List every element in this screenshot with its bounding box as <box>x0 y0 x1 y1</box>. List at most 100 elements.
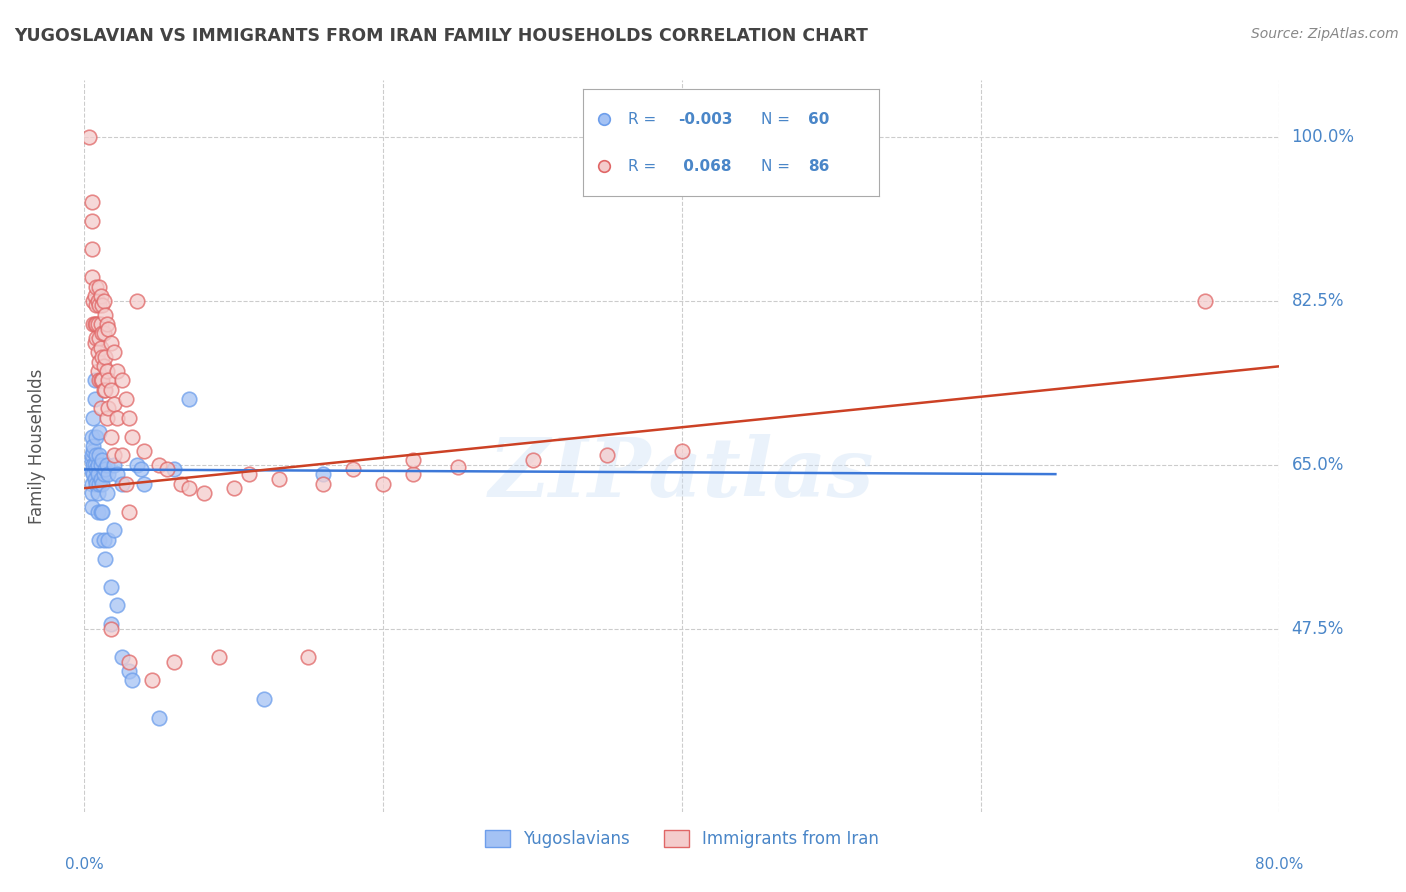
Point <box>90 289 112 303</box>
Point <box>671 443 693 458</box>
Point <box>94 551 117 566</box>
Point <box>193 486 215 500</box>
Point <box>86 462 108 476</box>
Point <box>91 505 114 519</box>
Text: YUGOSLAVIAN VS IMMIGRANTS FROM IRAN FAMILY HOUSEHOLDS CORRELATION CHART: YUGOSLAVIAN VS IMMIGRANTS FROM IRAN FAMI… <box>14 27 868 45</box>
Point <box>100 383 122 397</box>
Point <box>141 673 163 688</box>
Point <box>97 467 120 482</box>
Text: 60: 60 <box>808 112 830 127</box>
Point <box>86 298 108 312</box>
Point <box>87 467 110 482</box>
Point <box>238 467 260 482</box>
Point <box>93 533 115 547</box>
Point <box>93 383 115 397</box>
Text: Source: ZipAtlas.com: Source: ZipAtlas.com <box>1251 27 1399 41</box>
Point <box>129 462 152 476</box>
Point <box>103 524 125 538</box>
Point <box>91 453 114 467</box>
Point <box>253 692 276 706</box>
Point <box>80 449 103 463</box>
Point <box>342 462 364 476</box>
Point <box>312 476 335 491</box>
Point <box>80 242 103 256</box>
Legend: Yugoslavians, Immigrants from Iran: Yugoslavians, Immigrants from Iran <box>478 823 886 855</box>
Point <box>91 298 114 312</box>
Point <box>93 359 115 374</box>
Text: -0.003: -0.003 <box>678 112 733 127</box>
Point <box>83 392 105 406</box>
Point <box>118 505 141 519</box>
Point <box>89 298 111 312</box>
Point <box>177 481 200 495</box>
Point <box>94 383 117 397</box>
Point <box>90 373 112 387</box>
Point <box>82 467 104 482</box>
Point <box>86 279 108 293</box>
Point <box>89 449 111 463</box>
Point <box>100 429 122 443</box>
Point <box>100 335 122 350</box>
Point <box>94 308 117 322</box>
Point <box>91 476 114 491</box>
Point <box>83 458 105 472</box>
Point <box>155 462 177 476</box>
Point <box>1194 293 1216 308</box>
Point <box>90 472 112 486</box>
Point <box>86 429 108 443</box>
Point <box>100 580 122 594</box>
Point <box>82 293 104 308</box>
Point <box>111 449 134 463</box>
Point <box>115 476 138 491</box>
Point <box>89 331 111 345</box>
Text: 80.0%: 80.0% <box>1256 857 1303 871</box>
Point <box>132 443 156 458</box>
Point <box>163 655 186 669</box>
Point <box>83 373 105 387</box>
Point <box>80 270 103 285</box>
Point <box>86 449 108 463</box>
Point <box>93 326 115 341</box>
Point <box>267 472 290 486</box>
Point <box>91 350 114 364</box>
Point <box>93 293 115 308</box>
Text: N =: N = <box>761 112 794 127</box>
Point <box>125 293 148 308</box>
Text: 100.0%: 100.0% <box>1292 128 1354 145</box>
Point <box>103 458 125 472</box>
Point <box>111 650 134 665</box>
Point <box>83 317 105 331</box>
Point <box>402 453 425 467</box>
Point <box>593 159 616 173</box>
Point <box>91 373 114 387</box>
Point <box>90 317 112 331</box>
Point <box>118 655 141 669</box>
Point <box>312 467 335 482</box>
Point <box>105 467 128 482</box>
Point <box>83 335 105 350</box>
Point <box>83 472 105 486</box>
Text: 0.0%: 0.0% <box>65 857 104 871</box>
Point <box>222 481 245 495</box>
Point <box>121 673 143 688</box>
Text: 65.0%: 65.0% <box>1292 456 1344 474</box>
Point <box>111 476 134 491</box>
Point <box>97 533 120 547</box>
Point <box>87 364 110 378</box>
Point <box>82 458 104 472</box>
Point <box>82 317 104 331</box>
Point <box>89 373 111 387</box>
Point <box>89 476 111 491</box>
Text: Family Households: Family Households <box>28 368 45 524</box>
Point <box>86 476 108 491</box>
Point <box>447 459 470 474</box>
Point <box>100 617 122 632</box>
Point <box>80 429 103 443</box>
Point <box>94 462 117 476</box>
Point <box>118 664 141 678</box>
Point <box>115 392 138 406</box>
Point <box>105 410 128 425</box>
Point <box>97 322 120 336</box>
Point <box>170 476 193 491</box>
Text: ZIPatlas: ZIPatlas <box>489 434 875 514</box>
